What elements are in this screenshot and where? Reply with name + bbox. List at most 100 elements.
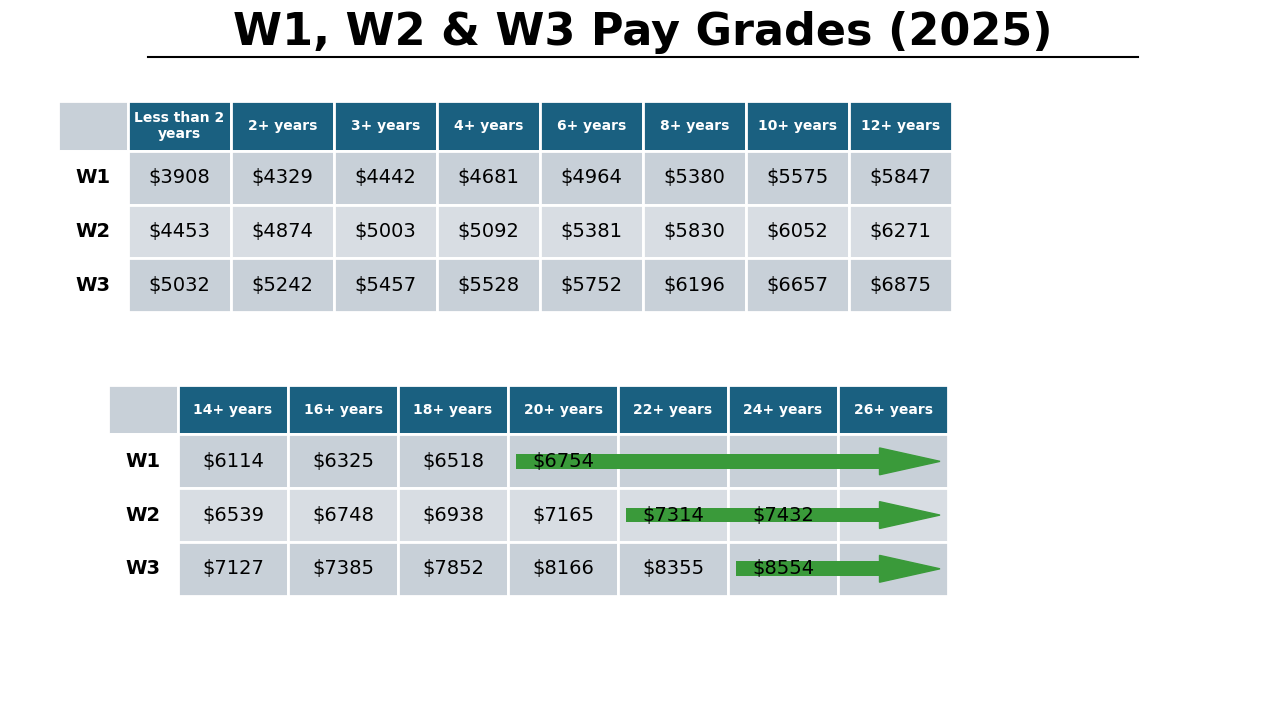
Text: $5242: $5242 bbox=[251, 275, 314, 295]
Bar bbox=[58, 151, 127, 205]
Text: $8554: $8554 bbox=[752, 560, 815, 578]
Text: 10+ years: 10+ years bbox=[758, 119, 837, 133]
Bar bbox=[438, 151, 541, 205]
Bar bbox=[508, 385, 618, 435]
Bar bbox=[335, 205, 438, 258]
Bar bbox=[58, 101, 127, 151]
Bar bbox=[516, 454, 879, 469]
Text: 3+ years: 3+ years bbox=[351, 119, 420, 133]
Text: $6875: $6875 bbox=[870, 275, 932, 295]
Text: W3: W3 bbox=[76, 275, 111, 295]
Text: 16+ years: 16+ years bbox=[304, 403, 382, 416]
Bar bbox=[230, 205, 335, 258]
Text: 12+ years: 12+ years bbox=[861, 119, 940, 133]
Bar bbox=[288, 542, 398, 596]
Bar bbox=[644, 205, 746, 258]
Bar bbox=[288, 435, 398, 488]
Bar bbox=[398, 435, 508, 488]
Text: $5380: $5380 bbox=[664, 168, 726, 187]
Bar bbox=[746, 101, 849, 151]
Text: $5528: $5528 bbox=[457, 275, 520, 295]
Bar bbox=[127, 101, 230, 151]
Text: 8+ years: 8+ years bbox=[660, 119, 730, 133]
Text: $7385: $7385 bbox=[311, 560, 375, 578]
Bar bbox=[644, 101, 746, 151]
Text: $6748: $6748 bbox=[311, 505, 375, 525]
Bar bbox=[288, 488, 398, 542]
Bar bbox=[746, 205, 849, 258]
Text: $6539: $6539 bbox=[202, 505, 264, 525]
Bar bbox=[644, 151, 746, 205]
Text: $7127: $7127 bbox=[202, 560, 264, 578]
Text: 26+ years: 26+ years bbox=[853, 403, 933, 416]
Bar bbox=[728, 435, 838, 488]
Text: $4874: $4874 bbox=[251, 222, 314, 241]
Text: $5847: $5847 bbox=[870, 168, 932, 187]
Bar bbox=[108, 488, 178, 542]
Bar bbox=[178, 542, 288, 596]
Bar bbox=[541, 258, 644, 312]
Bar bbox=[508, 542, 618, 596]
Bar bbox=[618, 488, 728, 542]
Text: $4681: $4681 bbox=[458, 168, 520, 187]
Bar bbox=[838, 488, 949, 542]
Text: $5032: $5032 bbox=[148, 275, 211, 295]
Text: $4453: $4453 bbox=[148, 222, 211, 241]
Text: Less than 2
years: Less than 2 years bbox=[134, 111, 225, 141]
Bar bbox=[108, 435, 178, 488]
Bar bbox=[508, 488, 618, 542]
Text: 24+ years: 24+ years bbox=[744, 403, 822, 416]
Text: $6657: $6657 bbox=[767, 275, 829, 295]
Bar bbox=[398, 385, 508, 435]
Bar bbox=[58, 205, 127, 258]
Bar bbox=[58, 258, 127, 312]
Text: W3: W3 bbox=[126, 560, 161, 578]
Bar bbox=[541, 151, 644, 205]
Bar bbox=[335, 258, 438, 312]
Text: $5457: $5457 bbox=[354, 275, 417, 295]
Bar bbox=[178, 435, 288, 488]
Text: 4+ years: 4+ years bbox=[454, 119, 524, 133]
Text: $5092: $5092 bbox=[458, 222, 520, 241]
Text: $6938: $6938 bbox=[422, 505, 484, 525]
Bar bbox=[178, 385, 288, 435]
Bar bbox=[625, 508, 879, 523]
Text: $7432: $7432 bbox=[752, 505, 813, 525]
Text: 6+ years: 6+ years bbox=[557, 119, 625, 133]
Bar bbox=[508, 435, 618, 488]
Bar bbox=[398, 542, 508, 596]
Bar bbox=[438, 258, 541, 312]
Bar bbox=[230, 258, 335, 312]
Bar bbox=[849, 258, 952, 312]
Text: $5830: $5830 bbox=[664, 222, 726, 241]
Bar bbox=[838, 542, 949, 596]
Text: $6518: $6518 bbox=[422, 452, 484, 471]
Text: $6271: $6271 bbox=[870, 222, 932, 241]
Polygon shape bbox=[879, 448, 940, 475]
Bar bbox=[728, 385, 838, 435]
Bar bbox=[438, 205, 541, 258]
Bar bbox=[838, 435, 949, 488]
Text: 22+ years: 22+ years bbox=[633, 403, 713, 416]
Text: W2: W2 bbox=[76, 222, 111, 241]
Text: $6325: $6325 bbox=[311, 452, 375, 471]
Bar bbox=[230, 151, 335, 205]
Text: 14+ years: 14+ years bbox=[193, 403, 273, 416]
Bar bbox=[127, 205, 230, 258]
Bar bbox=[849, 205, 952, 258]
Text: $6052: $6052 bbox=[767, 222, 829, 241]
Bar bbox=[618, 385, 728, 435]
Text: $4329: $4329 bbox=[251, 168, 314, 187]
Text: W1, W2 & W3 Pay Grades (2025): W1, W2 & W3 Pay Grades (2025) bbox=[233, 12, 1053, 54]
Text: 20+ years: 20+ years bbox=[524, 403, 602, 416]
Bar bbox=[618, 435, 728, 488]
Bar bbox=[736, 562, 879, 576]
Text: $5003: $5003 bbox=[355, 222, 417, 241]
Text: $5381: $5381 bbox=[561, 222, 623, 241]
Bar bbox=[838, 385, 949, 435]
Bar bbox=[127, 151, 230, 205]
Text: W2: W2 bbox=[125, 505, 161, 525]
Text: $8355: $8355 bbox=[642, 560, 704, 578]
Polygon shape bbox=[879, 555, 940, 582]
Bar bbox=[438, 101, 541, 151]
